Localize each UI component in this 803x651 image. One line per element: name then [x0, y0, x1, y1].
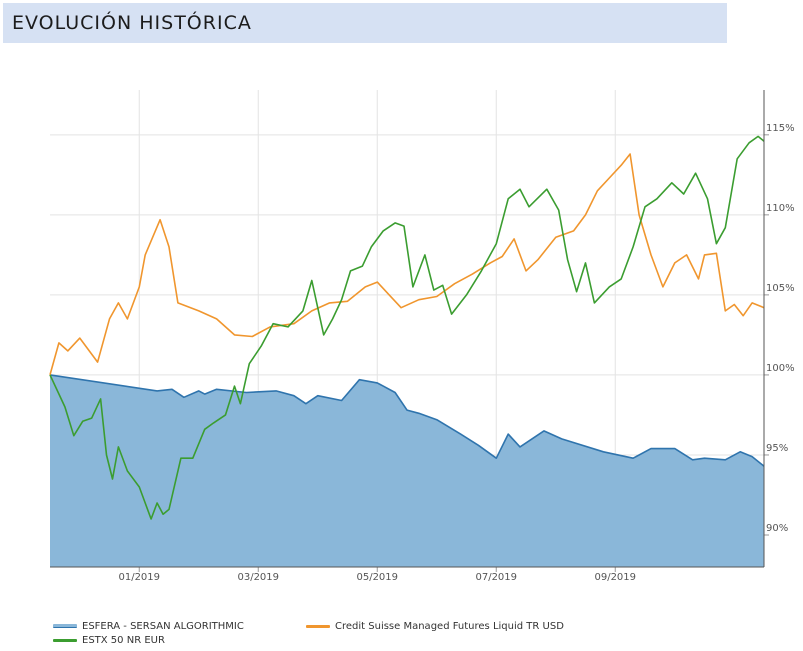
legend-swatch	[306, 624, 330, 628]
legend-item[interactable]: Credit Suisse Managed Futures Liquid TR …	[306, 620, 564, 632]
y-tick-label: 100%	[766, 363, 795, 374]
x-tick-label: 01/2019	[118, 572, 160, 583]
section-title: EVOLUCIÓN HISTÓRICA	[12, 12, 252, 34]
legend-label: Credit Suisse Managed Futures Liquid TR …	[335, 620, 564, 632]
x-tick-label: 05/2019	[356, 572, 398, 583]
section-header: EVOLUCIÓN HISTÓRICA	[3, 3, 727, 43]
y-tick-label: 95%	[766, 443, 788, 454]
legend-label: ESFERA - SERSAN ALGORITHMIC	[82, 620, 244, 632]
series-area-0	[50, 374, 764, 567]
series-layer	[49, 135, 765, 567]
x-tick-label: 03/2019	[237, 572, 279, 583]
axes-layer: 90% 95% 100% 105% 110% 115% 01/2019 03/2019 05/2…	[50, 90, 795, 583]
y-tick-label: 90%	[766, 523, 788, 534]
legend-item[interactable]: ESTX 50 NR EUR	[53, 634, 165, 646]
x-tick-label: 07/2019	[475, 572, 517, 583]
y-tick-label: 115%	[766, 123, 795, 134]
legend-swatch	[53, 638, 77, 642]
y-tick-label: 110%	[766, 203, 795, 214]
series-line-0	[49, 374, 765, 467]
series-line-1	[49, 153, 765, 376]
series-line-2	[49, 135, 765, 520]
x-tick-label: 09/2019	[594, 572, 636, 583]
legend-swatch	[53, 624, 77, 628]
legend-item[interactable]: ESFERA - SERSAN ALGORITHMIC	[53, 620, 244, 632]
y-tick-label: 105%	[766, 283, 795, 294]
legend-label: ESTX 50 NR EUR	[82, 634, 165, 646]
